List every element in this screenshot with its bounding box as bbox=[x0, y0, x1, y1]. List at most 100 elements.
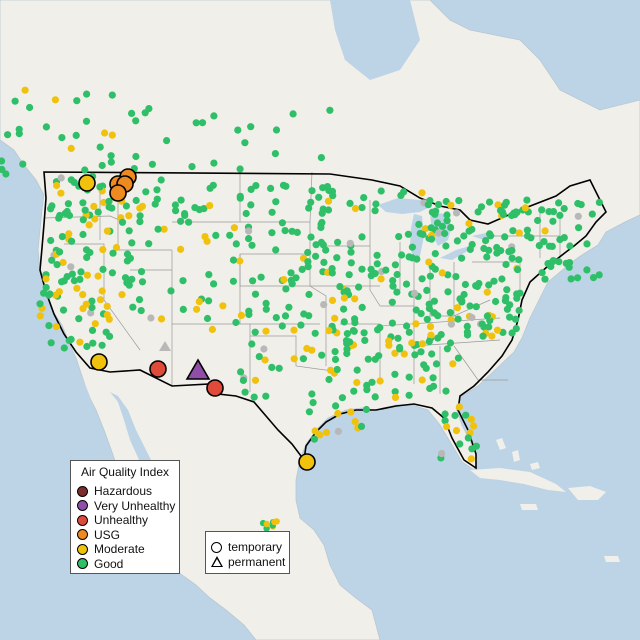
monitor-good bbox=[82, 117, 91, 125]
monitor-moderate bbox=[76, 338, 84, 346]
monitor-good bbox=[540, 238, 548, 246]
monitor-moderate bbox=[219, 302, 227, 310]
monitor-good bbox=[262, 305, 270, 313]
monitor-good bbox=[107, 158, 115, 166]
monitor-good bbox=[478, 320, 486, 328]
monitor-good bbox=[285, 303, 293, 311]
monitor-moderate bbox=[353, 378, 361, 387]
jamaica bbox=[520, 504, 538, 510]
monitor-good bbox=[45, 322, 53, 330]
monitor-good bbox=[234, 126, 242, 134]
monitor-good bbox=[527, 234, 535, 242]
us-country-border bbox=[39, 171, 607, 470]
monitor-good bbox=[442, 387, 450, 395]
monitor-good bbox=[148, 160, 156, 168]
monitor-good bbox=[350, 387, 358, 395]
legend-label-temporary: temporary bbox=[228, 540, 283, 555]
monitor-good bbox=[325, 375, 333, 384]
monitor-good bbox=[490, 277, 498, 285]
monitor-good bbox=[315, 193, 323, 201]
monitor-moderate bbox=[290, 326, 298, 334]
monitor-good bbox=[515, 306, 523, 315]
monitor-good bbox=[248, 241, 256, 249]
monitor-moderate bbox=[160, 225, 168, 233]
monitor-moderate bbox=[193, 305, 201, 313]
monitor-good bbox=[514, 266, 522, 274]
monitor-moderate bbox=[65, 230, 73, 238]
monitor-good bbox=[485, 281, 493, 289]
monitor-good bbox=[512, 325, 520, 333]
monitor-good bbox=[434, 334, 442, 342]
monitor-good bbox=[137, 307, 145, 315]
monitor-good bbox=[232, 240, 240, 248]
monitor-good bbox=[125, 227, 133, 235]
monitor-good bbox=[275, 364, 283, 372]
monitor-good bbox=[4, 131, 12, 139]
monitor-good bbox=[408, 243, 416, 251]
monitor-moderate bbox=[418, 376, 426, 384]
monitor-good bbox=[136, 218, 144, 226]
monitor-good bbox=[549, 217, 557, 225]
monitor-good bbox=[109, 249, 117, 257]
monitor-good bbox=[426, 272, 434, 280]
temporary-monitor-moderate bbox=[90, 353, 108, 371]
monitor-good bbox=[318, 351, 326, 359]
monitor-good bbox=[96, 143, 104, 151]
monitor-good bbox=[300, 310, 308, 318]
monitor-good bbox=[287, 269, 295, 277]
monitor-good bbox=[105, 197, 113, 205]
monitor-good bbox=[205, 271, 213, 279]
monitor-good bbox=[58, 278, 66, 286]
monitor-good bbox=[272, 246, 280, 254]
monitor-good bbox=[502, 260, 510, 269]
monitor-good bbox=[105, 203, 113, 211]
hispaniola bbox=[568, 486, 606, 500]
monitor-good bbox=[438, 222, 447, 231]
monitor-moderate bbox=[21, 86, 29, 94]
monitor-good bbox=[318, 209, 326, 217]
monitor-good bbox=[79, 216, 87, 224]
monitor-moderate bbox=[103, 227, 111, 235]
monitor-good bbox=[338, 394, 346, 402]
monitor-moderate bbox=[418, 189, 426, 197]
monitor-mexico bbox=[263, 520, 270, 528]
monitor-good bbox=[272, 126, 281, 134]
monitor-moderate bbox=[42, 275, 50, 283]
monitor-good bbox=[322, 246, 330, 254]
monitor-moderate bbox=[230, 224, 238, 232]
monitor-good bbox=[428, 350, 436, 358]
monitor-type-legend: temporary permanent bbox=[205, 531, 290, 574]
monitor-no-data bbox=[438, 450, 446, 458]
monitor-good bbox=[389, 282, 397, 290]
monitor-good bbox=[515, 256, 523, 264]
monitor-good bbox=[203, 314, 212, 323]
monitor-good bbox=[388, 298, 396, 306]
monitor-good bbox=[96, 183, 104, 191]
monitor-good bbox=[455, 197, 463, 205]
monitor-moderate bbox=[449, 360, 457, 368]
monitor-good bbox=[360, 194, 368, 202]
monitor-good bbox=[77, 268, 85, 276]
monitor-good bbox=[541, 275, 549, 283]
monitor-good bbox=[305, 290, 313, 299]
monitor-good bbox=[79, 230, 87, 239]
monitor-good bbox=[288, 227, 296, 235]
monitor-good bbox=[311, 329, 319, 337]
monitor-good bbox=[442, 242, 450, 250]
monitor-no-data bbox=[334, 427, 342, 435]
monitor-good bbox=[395, 233, 403, 241]
legend-item-unhealthy: Unhealthy bbox=[77, 513, 173, 528]
monitor-good bbox=[252, 182, 260, 190]
monitor-good bbox=[555, 199, 563, 207]
monitor-good bbox=[241, 139, 249, 147]
permanent-monitor-very-unhealthy bbox=[185, 358, 211, 380]
temporary-monitor-moderate bbox=[78, 174, 96, 192]
monitor-good bbox=[465, 227, 473, 235]
monitor-good bbox=[262, 299, 270, 307]
monitor-good bbox=[371, 393, 379, 401]
monitor-good bbox=[574, 199, 582, 208]
monitor-good bbox=[556, 211, 564, 219]
monitor-good bbox=[11, 97, 19, 105]
monitor-good bbox=[485, 246, 493, 254]
monitor-moderate bbox=[103, 302, 111, 310]
